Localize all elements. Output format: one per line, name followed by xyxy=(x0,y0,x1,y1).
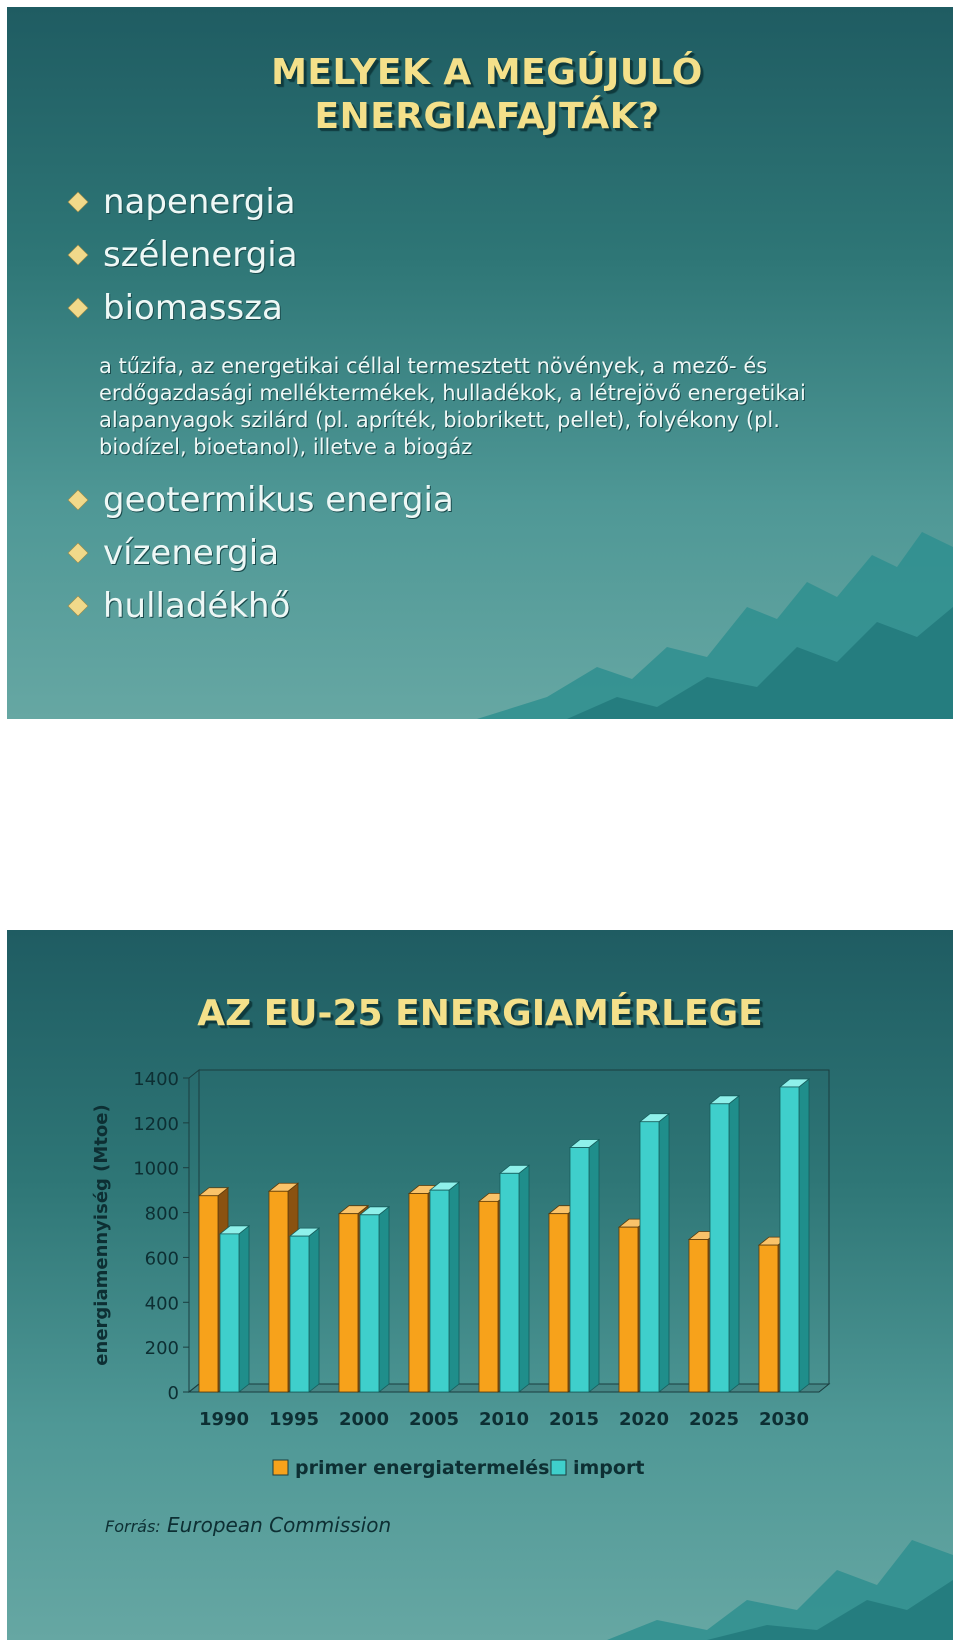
bar-import xyxy=(429,1189,450,1393)
x-tick-label: 2015 xyxy=(549,1409,599,1430)
bar-primer xyxy=(548,1213,569,1393)
y-tick-label: 600 xyxy=(145,1248,179,1269)
x-tick-label: 2030 xyxy=(759,1409,809,1430)
bar-import xyxy=(569,1147,590,1393)
legend-label: primer energiatermelés xyxy=(295,1457,550,1479)
biomass-description: a tűzifa, az energetikai céllal termeszt… xyxy=(99,354,806,459)
list-item-label: napenergia xyxy=(103,181,296,222)
y-tick-label: 800 xyxy=(145,1204,179,1225)
x-tick-label: 2010 xyxy=(479,1409,529,1430)
bar-import xyxy=(709,1103,730,1393)
bar-import-side xyxy=(588,1138,600,1393)
slide-eu25-energy-balance: AZ EU-25 ENERGIAMÉRLEGE 0 200 400 600 800 100… xyxy=(7,930,953,1640)
diamond-bullet-icon xyxy=(67,297,89,318)
slide-renewable-energy-types: MELYEK A MEGÚJULÓ ENERGIAFAJTÁK? napener… xyxy=(7,7,953,719)
bar-primer xyxy=(758,1244,779,1393)
x-tick-label: 1995 xyxy=(269,1409,319,1430)
bar-primer xyxy=(198,1195,219,1393)
bar-import-side xyxy=(518,1164,530,1393)
bar-import xyxy=(289,1235,310,1393)
x-tick-label: 2005 xyxy=(409,1409,459,1430)
y-tick-label: 1000 xyxy=(133,1159,179,1180)
source-note: Forrás: European Commission xyxy=(105,1513,391,1537)
bar-import xyxy=(499,1172,520,1393)
diamond-bullet-icon xyxy=(67,542,89,563)
bar-import xyxy=(779,1086,800,1393)
list-item: vízenergia xyxy=(67,526,454,579)
bar-import xyxy=(639,1121,660,1393)
legend-label: import xyxy=(573,1457,644,1479)
energy-types-list-bottom: geotermikus energia vízenergia hulladékh… xyxy=(67,473,454,632)
bar-import-side xyxy=(378,1205,390,1393)
mountain-silhouette-decoration xyxy=(607,1540,953,1640)
source-value: European Commission xyxy=(167,1513,392,1537)
x-tick-label: 1990 xyxy=(199,1409,249,1430)
bar-primer xyxy=(618,1226,639,1393)
x-tick-label: 2025 xyxy=(689,1409,739,1430)
y-tick-label: 400 xyxy=(145,1293,179,1314)
bar-import-side xyxy=(308,1227,320,1393)
legend-swatch-import xyxy=(550,1459,567,1476)
bar-primer xyxy=(688,1239,709,1393)
legend-swatch-primer xyxy=(272,1459,289,1476)
list-item: napenergia xyxy=(67,175,298,228)
y-tick-label: 200 xyxy=(145,1338,179,1359)
y-tick-label: 1400 xyxy=(133,1069,179,1090)
mountain-silhouette-decoration xyxy=(477,532,953,719)
diamond-bullet-icon xyxy=(67,191,89,212)
y-tick-label: 0 xyxy=(168,1383,179,1404)
title-line-1: MELYEK A MEGÚJULÓ xyxy=(271,52,703,93)
bar-primer xyxy=(478,1200,499,1393)
axis-side-wall xyxy=(188,1068,200,1394)
title-line-2: ENERGIAFAJTÁK? xyxy=(314,96,660,137)
source-label: Forrás: xyxy=(105,1517,161,1536)
bar-import-side xyxy=(448,1181,460,1393)
bar-import xyxy=(219,1233,240,1393)
x-tick-label: 2000 xyxy=(339,1409,389,1430)
list-item: geotermikus energia xyxy=(67,473,454,526)
bar-primer xyxy=(408,1193,429,1393)
chart-title: AZ EU-25 ENERGIAMÉRLEGE xyxy=(197,993,763,1034)
page-title: MELYEK A MEGÚJULÓ ENERGIAFAJTÁK? xyxy=(107,51,867,139)
bar-import xyxy=(359,1214,380,1393)
list-item-label: biomassza xyxy=(103,287,283,328)
list-item: szélenergia xyxy=(67,228,298,281)
bar-import-side xyxy=(238,1225,250,1393)
bar-import-side xyxy=(798,1078,810,1393)
list-item: hulladékhő xyxy=(67,579,454,632)
list-item-label: szélenergia xyxy=(103,234,298,275)
list-item: biomassza xyxy=(67,281,298,334)
list-item-label: hulladékhő xyxy=(103,585,291,626)
bar-primer xyxy=(338,1213,359,1393)
energy-types-list-top: napenergia szélenergia biomassza xyxy=(67,175,298,334)
bar-primer xyxy=(268,1190,289,1393)
y-tick-label: 1200 xyxy=(133,1114,179,1135)
y-axis-label: energiamennyiség (Mtoe) xyxy=(91,1104,112,1365)
energy-balance-chart: 0 200 400 600 800 1000 1200 1400 energiamennyisé… xyxy=(91,1068,831,1479)
list-item-label: geotermikus energia xyxy=(103,479,454,520)
diamond-bullet-icon xyxy=(67,244,89,265)
bar-import-side xyxy=(728,1094,740,1393)
diamond-bullet-icon xyxy=(67,595,89,616)
bar-import-side xyxy=(658,1112,670,1393)
x-tick-label: 2020 xyxy=(619,1409,669,1430)
diamond-bullet-icon xyxy=(67,489,89,510)
list-item-label: vízenergia xyxy=(103,532,280,573)
